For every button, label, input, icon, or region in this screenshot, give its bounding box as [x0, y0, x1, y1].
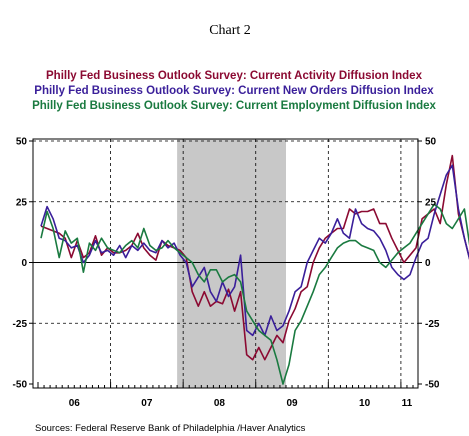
- recession-shading: [177, 139, 286, 388]
- y-tick-label-left: -25: [13, 319, 28, 330]
- y-axis-right: 50 25 0 -25 -50: [418, 137, 440, 391]
- y-axis-left: 50 25 0 -25 -50: [13, 137, 33, 391]
- y-tick-label-right: 25: [425, 197, 437, 208]
- x-tick-label: 11: [402, 398, 413, 409]
- y-tick-label-right: 50: [425, 137, 437, 148]
- grid-lines: [33, 139, 418, 388]
- y-tick-label-left: 0: [21, 258, 27, 269]
- y-tick-label-left: 25: [16, 197, 28, 208]
- y-tick-label-left: 50: [16, 137, 28, 148]
- series-lines: [40, 154, 469, 385]
- legend-entry: Philly Fed Business Outlook Survey: Curr…: [46, 70, 423, 82]
- x-tick-label: 08: [214, 398, 226, 409]
- x-axis: 06 07 08 09 10 11: [37, 382, 414, 409]
- x-tick-label: 10: [359, 398, 371, 409]
- chart-title: Chart 2: [209, 23, 251, 38]
- x-tick-label: 06: [69, 398, 81, 409]
- y-tick-label-right: -50: [425, 380, 440, 391]
- legend-entry: Philly Fed Business Outlook Survey: Curr…: [34, 85, 434, 97]
- legend: Philly Fed Business Outlook Survey: Curr…: [32, 70, 436, 112]
- y-tick-label-right: 0: [425, 258, 431, 269]
- y-tick-label-right: -25: [425, 319, 440, 330]
- x-tick-label: 07: [141, 398, 153, 409]
- x-tick-label: 09: [286, 398, 298, 409]
- y-tick-label-left: -50: [13, 380, 28, 391]
- legend-entry: Philly Fed Business Outlook Survey: Curr…: [32, 100, 436, 112]
- series-line: [40, 203, 469, 385]
- source-note: Sources: Federal Reserve Bank of Philade…: [35, 423, 306, 434]
- series-line: [40, 164, 469, 337]
